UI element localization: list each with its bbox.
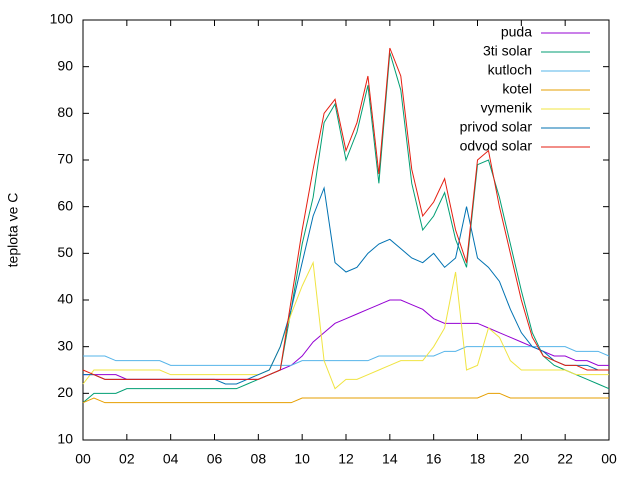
y-tick-label: 100 [50,11,74,27]
x-tick-label: 20 [514,451,530,467]
x-tick-label: 18 [470,451,486,467]
y-tick-label: 60 [57,197,73,213]
y-tick-label: 30 [57,337,73,353]
legend-label: vymenik [481,100,533,116]
y-tick-label: 20 [57,384,73,400]
x-tick-label: 22 [557,451,573,467]
legend-label: puda [501,24,532,40]
x-tick-label: 00 [75,451,91,467]
legend-label: 3ti solar [483,43,532,59]
series-line [82,52,610,404]
legend-label: privod solar [460,119,533,135]
legend-label: kutloch [488,62,532,78]
series-line [82,47,609,380]
series-line [83,186,609,385]
y-tick-label: 40 [57,291,73,307]
series-line [83,299,609,380]
y-tick-label: 70 [57,151,73,167]
series-line [82,260,609,390]
x-tick-label: 16 [426,451,442,467]
x-tick-label: 12 [338,451,354,467]
y-axis-label: teplota ve C [5,193,21,268]
x-tick-label: 00 [601,451,617,467]
series-line [82,392,609,404]
x-tick-label: 10 [294,451,310,467]
y-tick-label: 50 [57,244,73,260]
x-tick-label: 02 [119,451,135,467]
x-tick-label: 08 [251,451,267,467]
legend-label: kotel [502,81,532,97]
x-tick-label: 14 [382,451,398,467]
series-line [83,346,610,366]
y-tick-label: 80 [57,104,73,120]
y-tick-label: 10 [57,431,73,447]
x-tick-label: 04 [163,451,179,467]
legend-label: odvod solar [460,138,533,154]
x-tick-label: 06 [207,451,223,467]
y-tick-label: 90 [57,57,73,73]
